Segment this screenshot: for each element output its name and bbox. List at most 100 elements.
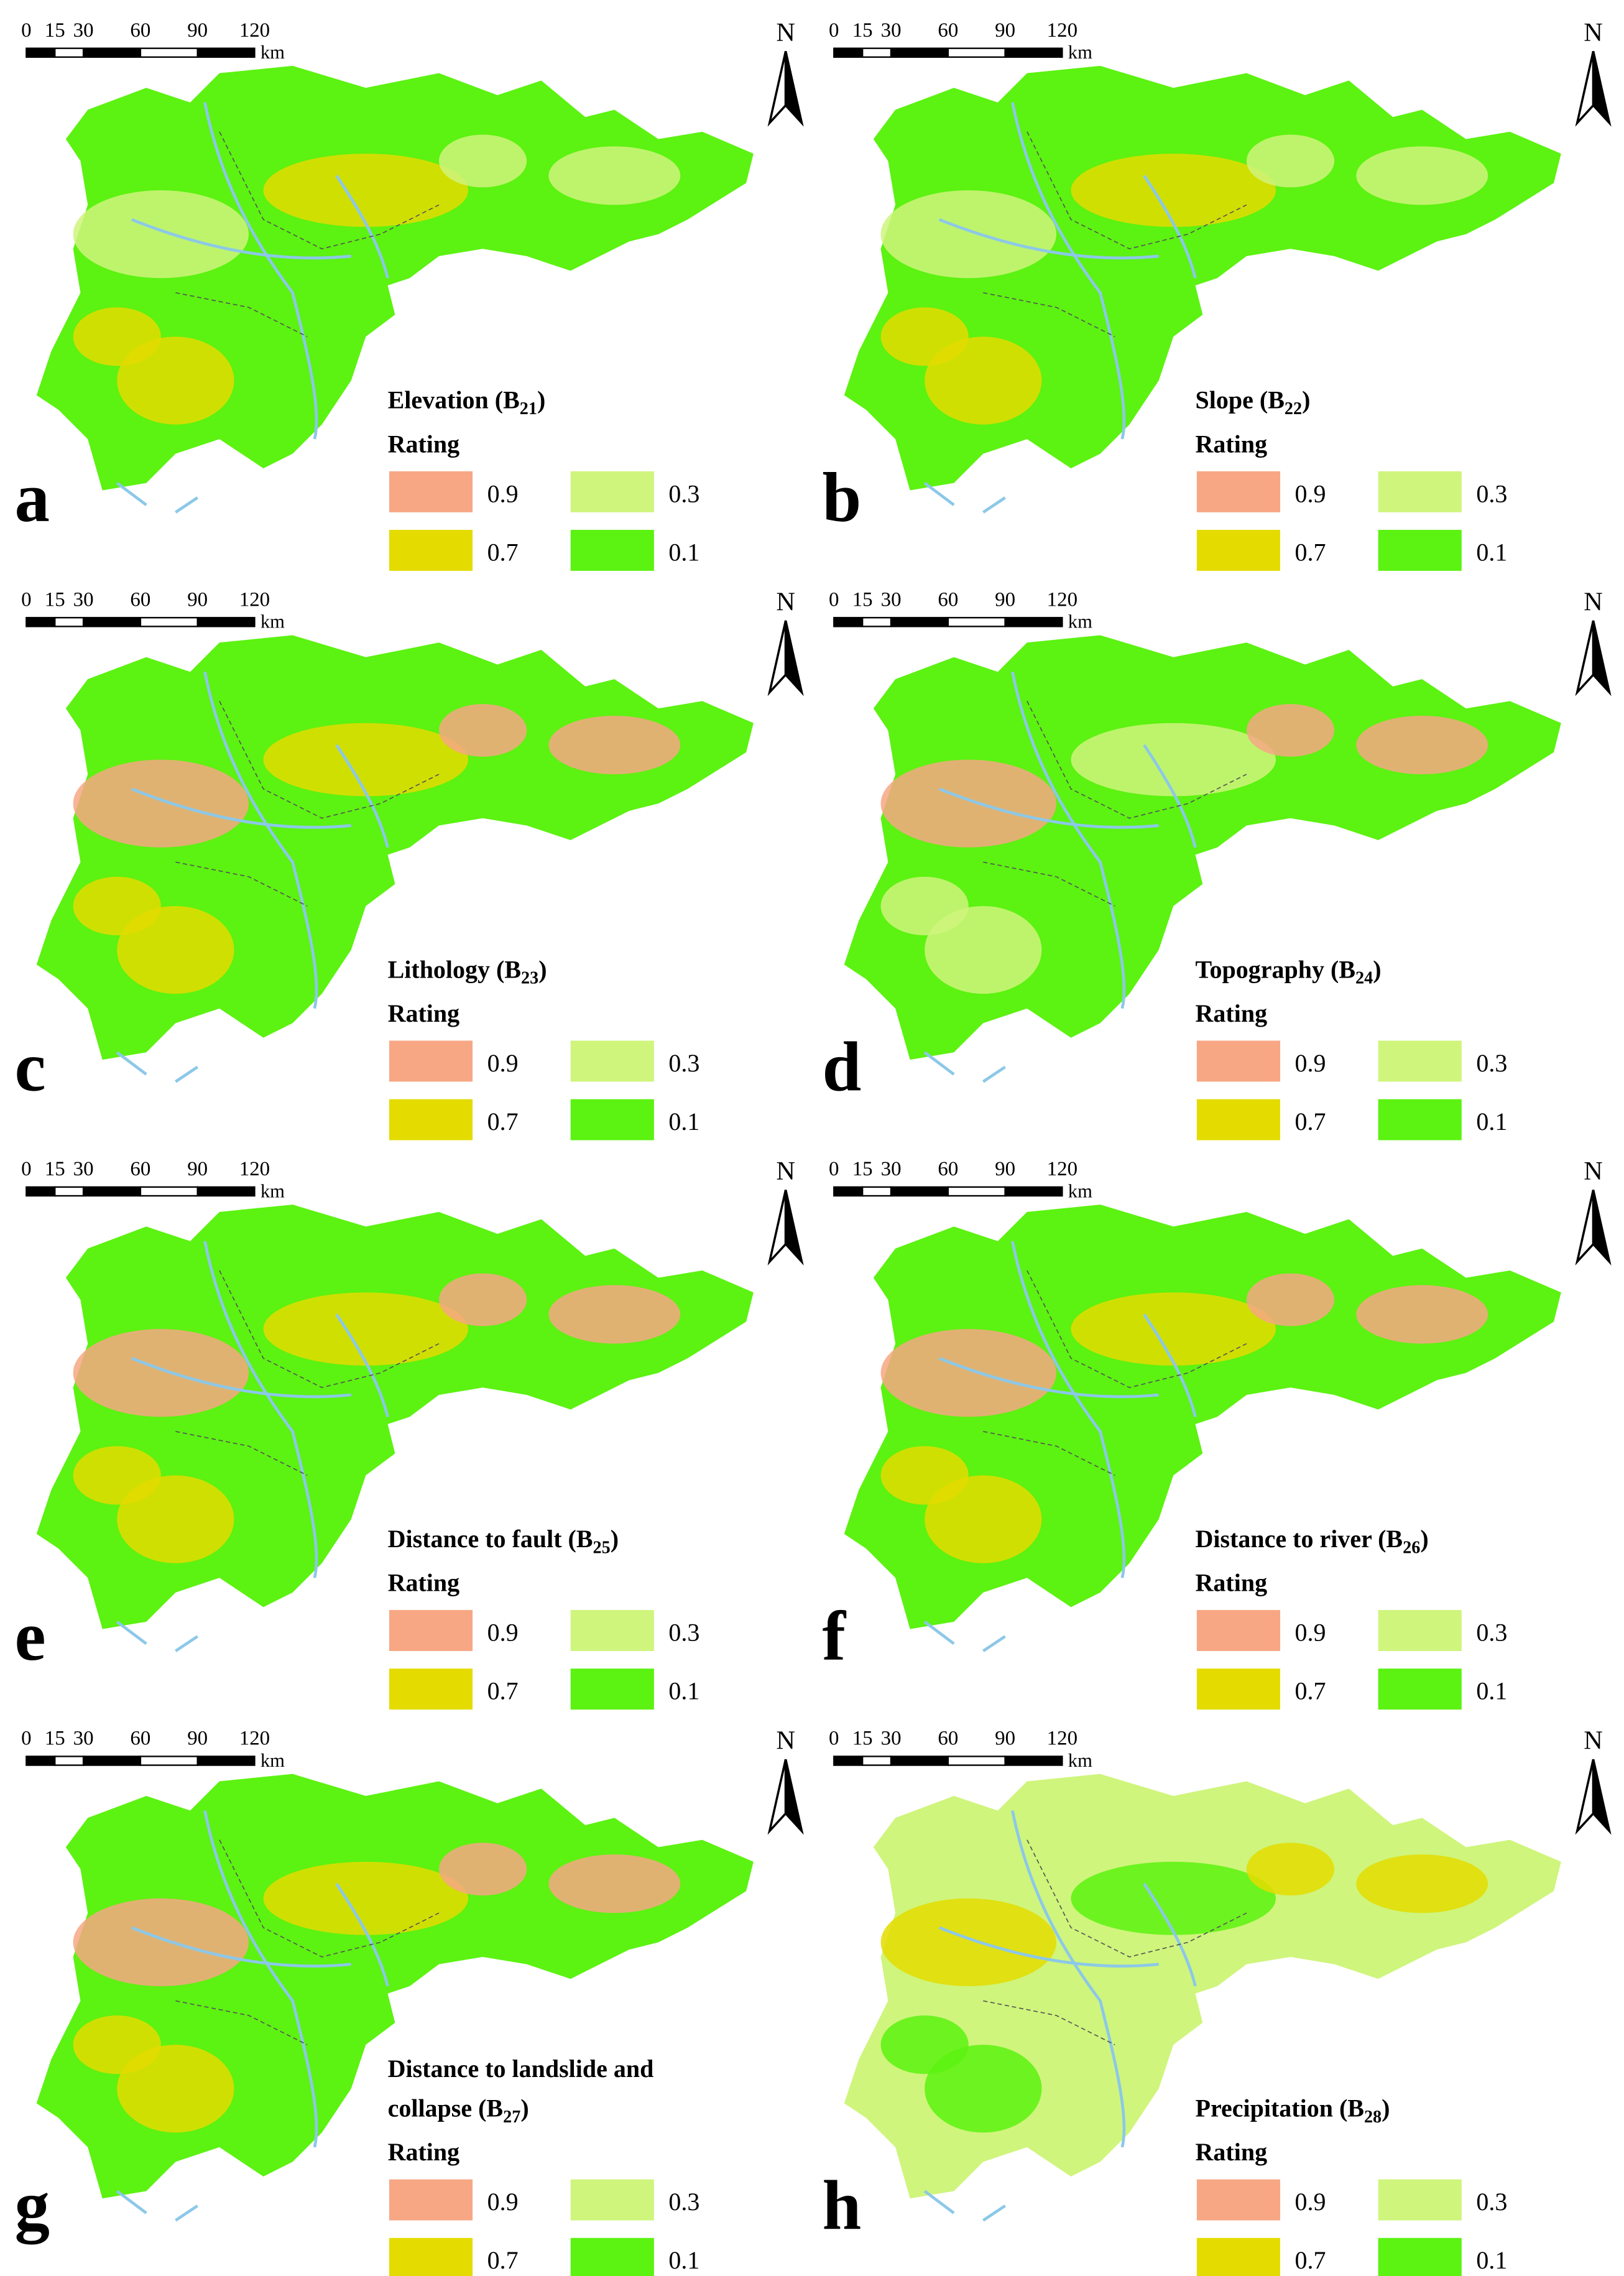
scale-unit: km: [261, 1180, 285, 1201]
panel-title: Elevation (B21): [388, 386, 546, 419]
scale-segment: [890, 617, 949, 627]
title-part: 21: [520, 399, 537, 419]
title-part: ): [1302, 386, 1310, 414]
legend-label: 0.3: [668, 2188, 699, 2216]
scale-unit: km: [261, 611, 285, 632]
map-zone: [117, 1475, 234, 1563]
river: [938, 1926, 1159, 1968]
river: [923, 1621, 1006, 1652]
map-zone: [1071, 154, 1276, 227]
legend-title: Rating: [388, 430, 460, 458]
river: [203, 671, 318, 1009]
north-arrow: [784, 1190, 804, 1265]
legend-label: 0.7: [487, 2246, 519, 2274]
scale-segment: [1004, 1186, 1063, 1197]
scale-label: 60: [938, 1728, 958, 1750]
river: [335, 744, 389, 848]
boundary: [175, 131, 440, 338]
panel-letter: a: [15, 459, 50, 537]
scale-segment: [862, 1186, 892, 1197]
scale-label: 90: [187, 1728, 208, 1750]
boundary: [175, 1270, 440, 1476]
map-zone: [73, 1446, 161, 1505]
legend-label: 0.1: [1476, 1677, 1507, 1705]
map-zone: [117, 905, 234, 994]
north-arrow: [784, 1759, 804, 1835]
map-zone: [73, 190, 249, 279]
legend-label: 0.1: [668, 1677, 699, 1705]
title-part: 25: [593, 1538, 611, 1557]
north-label: N: [1584, 1726, 1603, 1756]
map-zone: [438, 1843, 527, 1896]
river: [923, 2190, 1006, 2222]
title-part: 22: [1285, 399, 1302, 419]
map-zone: [1071, 1861, 1276, 1935]
map-region: [844, 1205, 1561, 1629]
legend-swatch: [1196, 530, 1281, 571]
north-arrow: [1575, 1759, 1595, 1835]
north-arrow: [767, 620, 787, 696]
panel-letter: c: [15, 1028, 46, 1106]
scale-segment: [890, 1756, 949, 1766]
legend-label: 0.1: [1476, 1108, 1507, 1136]
north-label: N: [776, 18, 795, 47]
scale-label: 0: [829, 1728, 839, 1750]
legend-title: Rating: [1196, 999, 1268, 1027]
legend-swatch: [389, 1610, 473, 1651]
panel-letter: b: [822, 459, 861, 537]
map-zone: [73, 759, 249, 848]
legend-swatch: [389, 471, 473, 512]
title-part: 26: [1403, 1538, 1420, 1557]
legend-title: Rating: [1196, 2138, 1268, 2166]
scale-segment: [196, 47, 256, 58]
boundary: [983, 1839, 1247, 2045]
scale-label: 90: [187, 1158, 208, 1180]
scale-segment: [54, 47, 85, 58]
north-label: N: [1584, 18, 1603, 47]
scale-label: 15: [45, 588, 65, 611]
legend-label: 0.9: [1295, 1049, 1326, 1077]
legend-swatch: [570, 1040, 654, 1082]
scale-segment: [82, 1186, 142, 1197]
river: [923, 481, 1006, 514]
panel-title: Topography (B24): [1196, 955, 1382, 988]
scale-unit: km: [261, 1750, 285, 1771]
legend-swatch: [1378, 1668, 1462, 1710]
scale-segment: [833, 1186, 864, 1197]
scale-label: 30: [881, 588, 902, 611]
river: [116, 2190, 198, 2222]
map-zone: [548, 1285, 681, 1344]
river: [1011, 671, 1126, 1009]
panel-title: collapse (B27): [388, 2094, 529, 2126]
panel-title: Lithology (B23): [388, 955, 547, 988]
north-arrow: [1592, 1190, 1612, 1265]
title-part: ): [1373, 955, 1381, 983]
river: [335, 1882, 389, 1987]
scale-segment: [1004, 617, 1063, 627]
legend-swatch: [570, 1668, 654, 1710]
scale-label: 60: [938, 588, 958, 611]
scale-label: 0: [829, 1158, 839, 1180]
scale-label: 15: [45, 1158, 65, 1180]
panel-title: Slope (B22): [1196, 386, 1311, 419]
scale-label: 90: [995, 19, 1015, 42]
title-part: collapse (B: [388, 2094, 504, 2122]
legend-label: 0.9: [487, 2188, 519, 2216]
north-arrow: [767, 50, 787, 127]
boundary: [983, 1270, 1247, 1476]
scale-label: 120: [1047, 588, 1077, 611]
legend-swatch: [1378, 471, 1462, 512]
scale-unit: km: [1068, 611, 1092, 632]
legend-swatch: [1196, 471, 1281, 512]
scale-segment: [947, 1756, 1006, 1766]
legend-swatch: [389, 1668, 473, 1710]
river: [203, 1810, 318, 2148]
scale-segment: [25, 1186, 56, 1197]
legend-label: 0.3: [1476, 1618, 1507, 1646]
scale-segment: [82, 1756, 142, 1766]
panel-letter: d: [822, 1028, 861, 1106]
legend-label: 0.9: [487, 1049, 519, 1077]
